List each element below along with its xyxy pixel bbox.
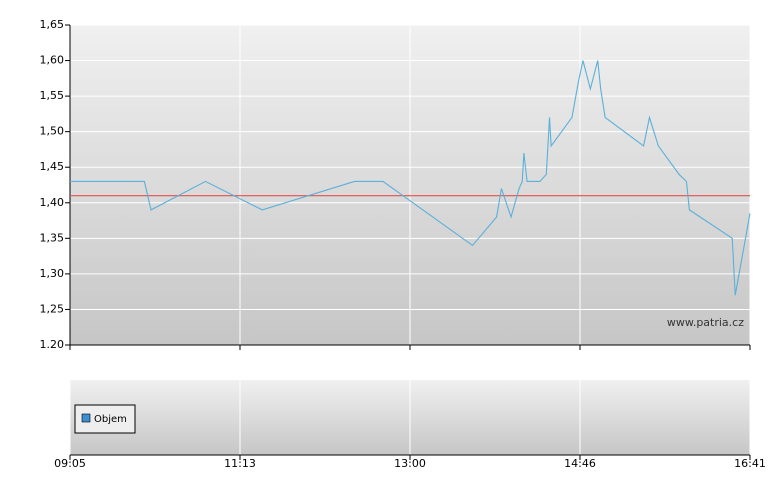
y-tick-label: 1,65 (40, 18, 65, 31)
x-tick-label: 13:00 (394, 457, 426, 470)
y-tick-label: 1,25 (40, 302, 65, 315)
legend-label: Objem (94, 414, 127, 425)
y-tick-label: 1,60 (40, 54, 65, 67)
x-tick-label: 14:46 (564, 457, 596, 470)
y-tick-label: 1,35 (40, 231, 65, 244)
x-tick-label: 09:05 (54, 457, 86, 470)
x-tick-label: 16:41 (734, 457, 766, 470)
y-tick-label: 1,30 (40, 267, 65, 280)
x-tick-label: 11:13 (224, 457, 256, 470)
watermark: www.patria.cz (667, 316, 744, 329)
y-tick-label: 1,45 (40, 160, 65, 173)
y-tick-label: 1,40 (40, 196, 65, 209)
price-line (70, 60, 751, 296)
y-tick-label: 1.20 (40, 338, 65, 351)
legend-swatch (81, 413, 91, 423)
y-tick-label: 1,50 (40, 125, 65, 138)
y-tick-label: 1,55 (40, 89, 65, 102)
